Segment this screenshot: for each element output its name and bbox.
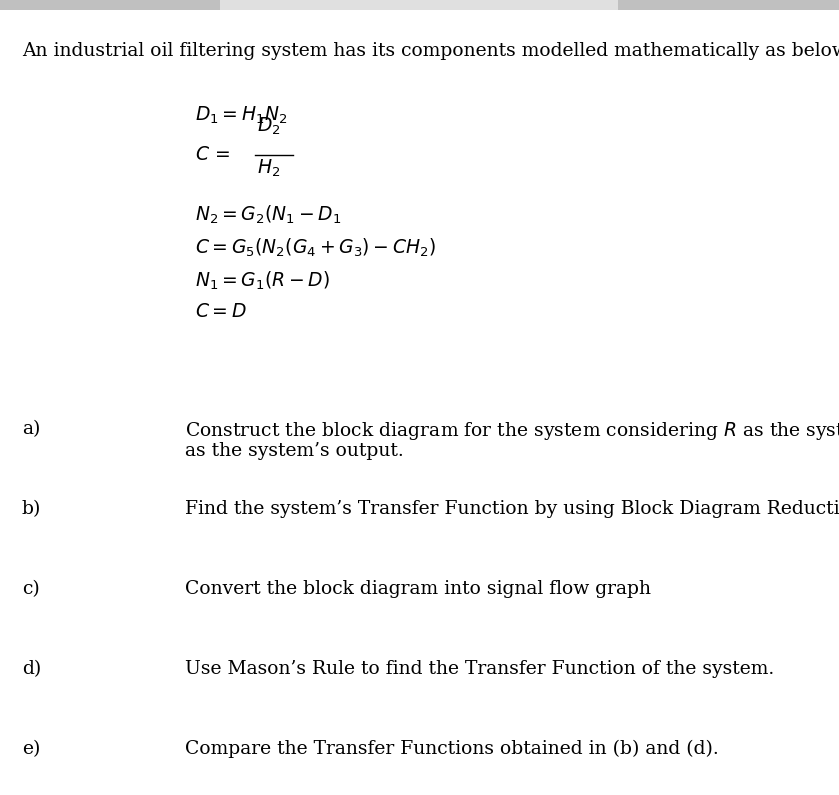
Text: An industrial oil filtering system has its components modelled mathematically as: An industrial oil filtering system has i… [22,42,839,60]
Text: b): b) [22,500,41,518]
Bar [0,0,839,10]
Text: e): e) [22,740,40,758]
Text: Find the system’s Transfer Function by using Block Diagram Reduction Method.: Find the system’s Transfer Function by u… [185,500,839,518]
Text: $D_2$: $D_2$ [257,115,280,137]
Text: Use Mason’s Rule to find the Transfer Function of the system.: Use Mason’s Rule to find the Transfer Fu… [185,660,774,678]
Text: Convert the block diagram into signal flow graph: Convert the block diagram into signal fl… [185,580,651,598]
Text: Compare the Transfer Functions obtained in (b) and (d).: Compare the Transfer Functions obtained … [185,740,719,758]
Text: $C = D$: $C = D$ [195,303,247,321]
Text: as the system’s output.: as the system’s output. [185,442,404,460]
Text: a): a) [22,420,40,438]
Text: $D_1 = H_1N_2$: $D_1 = H_1N_2$ [195,105,288,126]
Text: d): d) [22,660,41,678]
Text: $C = G_5(N_2(G_4 + G_3) - CH_2)$: $C = G_5(N_2(G_4 + G_3) - CH_2)$ [195,237,436,259]
Text: Construct the block diagram for the system considering $R$ as the system’s input: Construct the block diagram for the syst… [185,420,839,442]
Text: c): c) [22,580,39,598]
Text: $C\,=\,$: $C\,=\,$ [195,145,231,164]
Bar [0,0,220,10]
Text: $H_2$: $H_2$ [257,157,280,179]
Bar [0,0,220,10]
Bar [620,0,839,10]
Text: $N_2 = G_2(N_1 - D_1$: $N_2 = G_2(N_1 - D_1$ [195,204,341,227]
Bar [618,0,839,10]
Text: $N_1 = G_1(R - D)$: $N_1 = G_1(R - D)$ [195,270,330,293]
